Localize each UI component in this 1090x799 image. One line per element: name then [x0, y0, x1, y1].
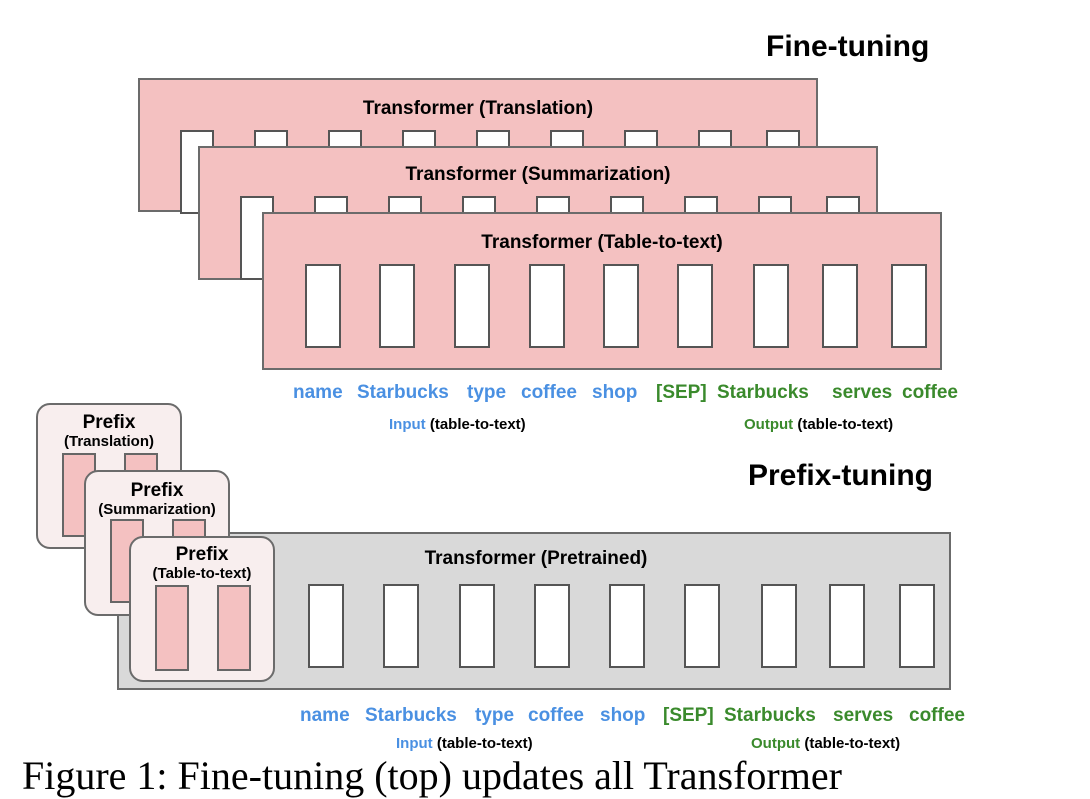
prefix-slot [155, 585, 189, 671]
output-token: coffee [909, 705, 965, 726]
output-token: Starbucks [724, 705, 816, 726]
input-token: Starbucks [365, 705, 457, 726]
output-token: serves [833, 705, 894, 726]
output-token: [SEP] [656, 382, 707, 403]
input-token: name [293, 382, 343, 403]
input-caption: Input (table-to-text) [396, 735, 533, 752]
input-token: name [300, 705, 350, 726]
token-slot [603, 264, 639, 348]
transformer-pretrained-title: Transformer (Pretrained) [424, 548, 648, 569]
token-slot [891, 264, 927, 348]
prefix-table-to-text-card: Prefix (Table-to-text) [129, 536, 275, 682]
token-slot [383, 584, 419, 668]
input-task: (table-to-text) [429, 416, 526, 433]
output-label: Output [744, 416, 794, 433]
token-slot [308, 584, 344, 668]
token-slot [609, 584, 645, 668]
output-caption: Output (table-to-text) [744, 416, 893, 433]
fine-tuning-heading: Fine-tuning [766, 30, 930, 63]
token-slot [305, 264, 341, 348]
input-token: shop [592, 382, 638, 403]
input-label: Input [396, 735, 433, 752]
output-task: (table-to-text) [797, 416, 894, 433]
token-slot [761, 584, 797, 668]
input-token: shop [600, 705, 646, 726]
token-slot [459, 584, 495, 668]
input-token: coffee [521, 382, 577, 403]
transformer-translation-title: Transformer (Translation) [362, 98, 594, 119]
prefix-summarization-sub: (Summarization) [98, 501, 216, 518]
input-caption: Input (table-to-text) [389, 416, 526, 433]
input-token: Starbucks [357, 382, 449, 403]
transformer-table-to-text-title: Transformer (Table-to-text) [481, 232, 723, 253]
input-token: type [475, 705, 515, 726]
token-slot [899, 584, 935, 668]
prefix-table-to-text-sub: (Table-to-text) [152, 565, 252, 582]
output-caption: Output (table-to-text) [751, 735, 900, 752]
token-slot [529, 264, 565, 348]
prefix-summarization-title: Prefix [130, 480, 184, 501]
token-slot [534, 584, 570, 668]
output-label: Output [751, 735, 801, 752]
token-slot [684, 584, 720, 668]
output-task: (table-to-text) [804, 735, 901, 752]
input-label: Input [389, 416, 426, 433]
output-token: coffee [902, 382, 958, 403]
output-token: serves [832, 382, 893, 403]
prefix-tuning-heading: Prefix-tuning [748, 459, 933, 492]
input-token: type [467, 382, 507, 403]
prefix-slot [217, 585, 251, 671]
token-slot [822, 264, 858, 348]
prefix-translation-title: Prefix [82, 412, 136, 433]
transformer-summarization-title: Transformer (Summarization) [405, 164, 671, 185]
figure-caption-fragment: Figure 1: Fine-tuning (top) updates all … [22, 753, 842, 798]
token-slot [454, 264, 490, 348]
token-slot [677, 264, 713, 348]
output-token: [SEP] [663, 705, 714, 726]
output-token: Starbucks [717, 382, 809, 403]
prefix-table-to-text-title: Prefix [175, 544, 229, 565]
token-slot [829, 584, 865, 668]
input-token: coffee [528, 705, 584, 726]
input-task: (table-to-text) [436, 735, 533, 752]
token-slot [379, 264, 415, 348]
transformer-table-to-text-box: Transformer (Table-to-text) [262, 212, 942, 370]
token-slot [753, 264, 789, 348]
prefix-translation-sub: (Translation) [63, 433, 154, 450]
